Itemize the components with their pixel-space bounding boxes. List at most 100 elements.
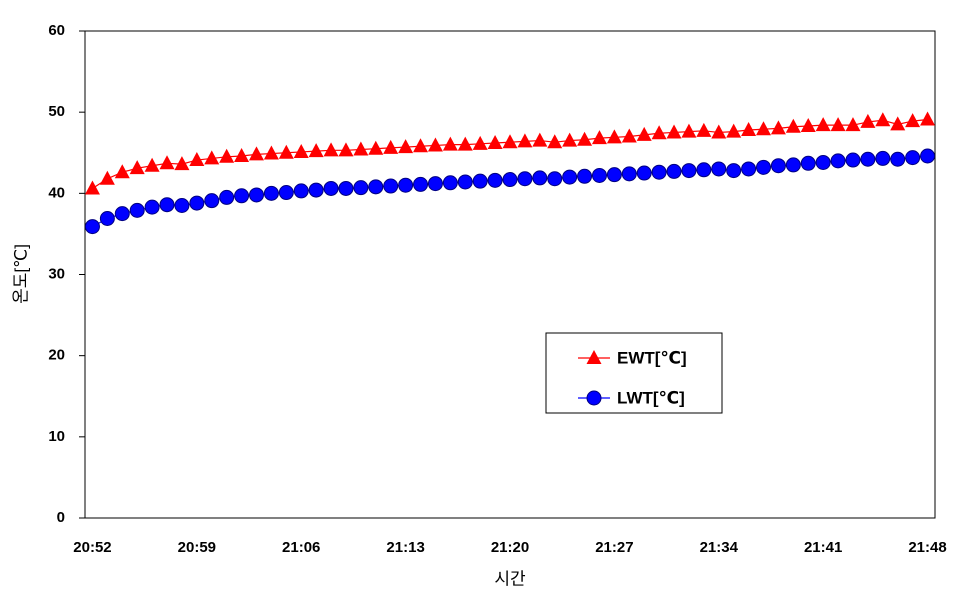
- marker: [726, 163, 742, 179]
- marker: [651, 164, 667, 180]
- marker: [502, 134, 518, 149]
- marker: [159, 155, 175, 170]
- legend-marker: [586, 350, 602, 364]
- marker: [830, 153, 846, 169]
- marker: [278, 144, 294, 159]
- marker: [353, 180, 369, 196]
- marker: [442, 136, 458, 151]
- x-axis-label: 시간: [494, 569, 526, 588]
- marker: [174, 198, 190, 214]
- marker: [696, 162, 712, 178]
- marker: [189, 195, 205, 211]
- marker: [741, 161, 757, 177]
- marker: [144, 199, 160, 215]
- marker: [219, 148, 235, 163]
- marker: [189, 152, 205, 167]
- marker: [457, 136, 473, 151]
- x-tick-label: 20:59: [178, 539, 216, 556]
- marker: [562, 169, 578, 185]
- marker: [830, 117, 846, 132]
- marker: [681, 123, 697, 138]
- marker: [99, 170, 115, 185]
- marker: [860, 151, 876, 167]
- x-tick-label: 21:13: [386, 539, 424, 556]
- marker: [696, 122, 712, 137]
- marker: [129, 160, 145, 175]
- marker: [383, 139, 399, 154]
- marker: [666, 163, 682, 179]
- marker: [860, 113, 876, 128]
- marker: [338, 142, 354, 157]
- marker: [248, 146, 264, 161]
- marker: [577, 168, 593, 184]
- marker: [457, 174, 473, 190]
- marker: [293, 183, 309, 199]
- marker: [845, 152, 861, 168]
- legend-marker: [586, 390, 602, 406]
- marker: [204, 193, 220, 209]
- y-axis-label: 온도[℃]: [11, 244, 30, 304]
- marker: [741, 122, 757, 137]
- marker: [234, 188, 250, 204]
- marker: [711, 124, 727, 139]
- marker: [770, 158, 786, 174]
- marker: [547, 134, 563, 149]
- marker: [308, 182, 324, 198]
- marker: [651, 125, 667, 140]
- x-tick-label: 21:48: [908, 539, 946, 556]
- marker: [591, 167, 607, 183]
- marker: [621, 128, 637, 143]
- marker: [472, 173, 488, 189]
- y-tick-label: 60: [48, 22, 65, 39]
- marker: [248, 187, 264, 203]
- y-tick-label: 20: [48, 347, 65, 364]
- x-tick-label: 20:52: [73, 539, 111, 556]
- marker: [234, 147, 250, 162]
- marker: [323, 180, 339, 196]
- marker: [636, 165, 652, 181]
- marker: [427, 176, 443, 192]
- marker: [323, 142, 339, 157]
- marker: [920, 111, 936, 126]
- marker: [875, 150, 891, 166]
- y-tick-label: 0: [57, 509, 65, 526]
- marker: [666, 124, 682, 139]
- marker: [263, 185, 279, 201]
- y-tick-label: 40: [48, 184, 65, 201]
- marker: [204, 150, 220, 165]
- legend-label: EWT[℃]: [617, 348, 687, 367]
- marker: [84, 180, 100, 195]
- marker: [920, 148, 936, 164]
- marker: [711, 161, 727, 177]
- marker: [114, 164, 130, 179]
- marker: [174, 156, 190, 171]
- marker: [99, 210, 115, 226]
- marker: [756, 121, 772, 136]
- marker: [890, 151, 906, 167]
- marker: [353, 141, 369, 156]
- marker: [114, 206, 130, 222]
- marker: [591, 130, 607, 145]
- x-tick-label: 21:06: [282, 539, 320, 556]
- marker: [442, 175, 458, 191]
- marker: [487, 172, 503, 188]
- marker: [278, 185, 294, 201]
- marker: [487, 135, 503, 150]
- marker: [562, 132, 578, 147]
- legend: [545, 332, 723, 414]
- marker: [606, 167, 622, 183]
- marker: [398, 177, 414, 193]
- marker: [815, 154, 831, 170]
- marker: [84, 219, 100, 235]
- marker: [800, 155, 816, 171]
- marker: [413, 138, 429, 153]
- x-tick-label: 21:34: [700, 539, 739, 556]
- marker: [308, 143, 324, 158]
- marker: [785, 157, 801, 173]
- x-tick-label: 21:41: [804, 539, 842, 556]
- y-tick-label: 50: [48, 103, 65, 120]
- marker: [875, 112, 891, 127]
- marker: [383, 178, 399, 194]
- marker: [905, 113, 921, 128]
